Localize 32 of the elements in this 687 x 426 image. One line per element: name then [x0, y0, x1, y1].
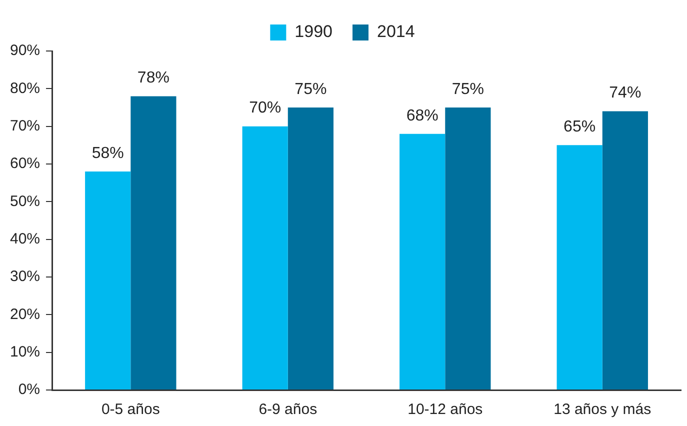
data-label: 70%	[249, 100, 282, 117]
bar	[400, 134, 446, 390]
bar	[602, 111, 648, 390]
data-label: 65%	[564, 118, 596, 136]
legend-label: 1990	[294, 22, 333, 42]
bar	[85, 172, 131, 390]
y-tick-label: 0%	[18, 381, 40, 398]
data-label: 75%	[452, 80, 484, 98]
y-tick-label: 70%	[10, 117, 40, 134]
bar	[556, 145, 602, 390]
y-tick-label: 10%	[10, 343, 40, 360]
data-label: 75%	[294, 80, 327, 98]
x-tick-label: 0-5 años	[101, 401, 160, 418]
x-tick-label: 10-12 años	[408, 401, 483, 418]
y-tick-label: 50%	[10, 192, 40, 210]
bar	[242, 126, 288, 390]
legend-label: 2014	[377, 22, 415, 42]
y-tick-label: 30%	[10, 268, 40, 286]
y-tick-label: 80%	[10, 80, 40, 97]
bar	[130, 96, 176, 390]
y-tick-label: 60%	[10, 155, 40, 172]
y-tick-label: 20%	[10, 306, 40, 323]
bar	[445, 108, 491, 390]
bar	[288, 108, 334, 390]
y-tick-label: 90%	[10, 42, 40, 60]
data-label: 68%	[406, 107, 438, 124]
data-label: 58%	[92, 144, 124, 162]
data-label: 74%	[609, 84, 642, 102]
data-label: 78%	[137, 70, 170, 87]
x-tick-label: 6-9 años	[258, 401, 318, 418]
y-tick-label: 40%	[10, 230, 40, 248]
x-tick-label: 13 años y más	[554, 401, 652, 418]
